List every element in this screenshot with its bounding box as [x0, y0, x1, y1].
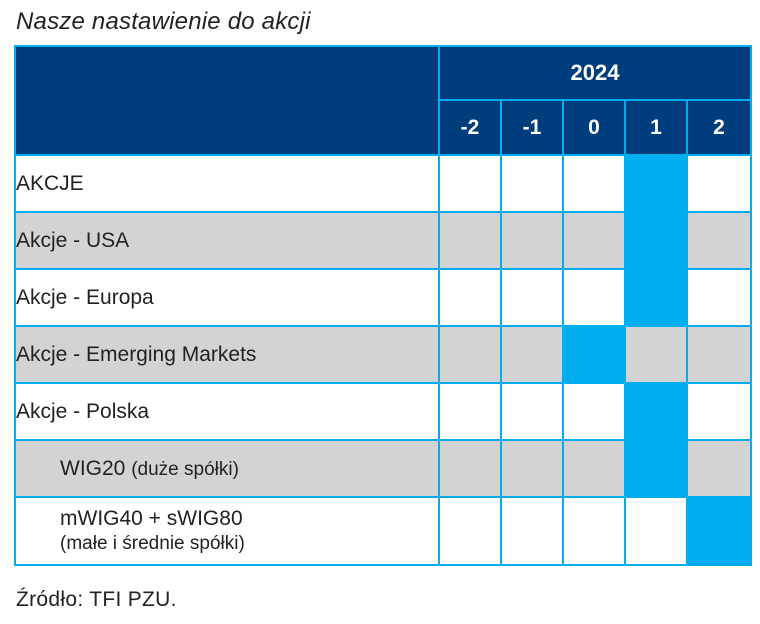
rating-cell	[500, 154, 564, 213]
rating-cell	[438, 154, 502, 213]
rating-cell	[500, 439, 564, 498]
year-header: 2024	[437, 45, 753, 101]
rating-cell	[500, 211, 564, 270]
rating-cell	[624, 325, 688, 384]
rating-cell	[562, 211, 626, 270]
rating-cell	[562, 439, 626, 498]
level-header: -1	[500, 99, 564, 156]
rating-cell	[562, 325, 626, 384]
row-label-main: WIG20	[60, 456, 126, 480]
table-row: Akcje - Emerging Markets	[14, 325, 753, 384]
row-label: Akcje - USA	[14, 211, 440, 270]
level-header: -2	[438, 99, 502, 156]
rating-cell	[685, 382, 753, 441]
rating-cell	[562, 382, 626, 441]
rating-cell	[624, 211, 688, 270]
table-row: Akcje - USA	[14, 211, 753, 270]
table-row: AKCJE	[14, 154, 753, 213]
rating-cell	[562, 496, 626, 566]
row-label: AKCJE	[14, 154, 440, 213]
header-blank-cell	[14, 45, 440, 156]
rating-cell	[685, 211, 753, 270]
rating-cell	[438, 439, 502, 498]
rating-cell	[624, 268, 688, 327]
row-label: WIG20 (duże spółki)	[14, 439, 440, 498]
row-sublabel: (duże spółki)	[131, 458, 239, 480]
row-label: Akcje - Polska	[14, 382, 440, 441]
rating-cell	[438, 268, 502, 327]
rating-cell	[500, 382, 564, 441]
rating-cell	[685, 154, 753, 213]
rating-cell	[624, 154, 688, 213]
level-header: 0	[562, 99, 626, 156]
rating-cell	[624, 439, 688, 498]
rating-cell	[500, 496, 564, 566]
table-row: Akcje - Europa	[14, 268, 753, 327]
level-header: 1	[624, 99, 688, 156]
row-label: Akcje - Europa	[14, 268, 440, 327]
row-label: Akcje - Emerging Markets	[14, 325, 440, 384]
rating-cell	[562, 154, 626, 213]
rating-cell	[438, 496, 502, 566]
rating-cell	[500, 325, 564, 384]
source-note: Źródło: TFI PZU.	[16, 588, 177, 611]
row-label: mWIG40 + sWIG80 (małe i średnie spółki)	[14, 496, 440, 566]
rating-cell	[685, 325, 753, 384]
rating-cell	[624, 496, 688, 566]
rating-cell	[685, 268, 753, 327]
sentiment-table: 2024 -2 -1 0 1 2 AKCJE Akcje - USA Akcje…	[14, 45, 753, 566]
table-row: WIG20 (duże spółki)	[14, 439, 753, 498]
row-sublabel: (małe i średnie spółki)	[60, 533, 245, 554]
table-row: mWIG40 + sWIG80 (małe i średnie spółki)	[14, 496, 753, 566]
rating-cell	[438, 325, 502, 384]
rating-cell	[438, 382, 502, 441]
row-label-main: mWIG40 + sWIG80	[60, 507, 243, 530]
page-title: Nasze nastawienie do akcji	[16, 8, 311, 35]
rating-cell	[624, 382, 688, 441]
rating-cell	[438, 211, 502, 270]
table-row: Akcje - Polska	[14, 382, 753, 441]
rating-cell	[500, 268, 564, 327]
level-header: 2	[685, 99, 753, 156]
rating-cell	[562, 268, 626, 327]
rating-cell	[685, 496, 753, 566]
rating-cell	[685, 439, 753, 498]
